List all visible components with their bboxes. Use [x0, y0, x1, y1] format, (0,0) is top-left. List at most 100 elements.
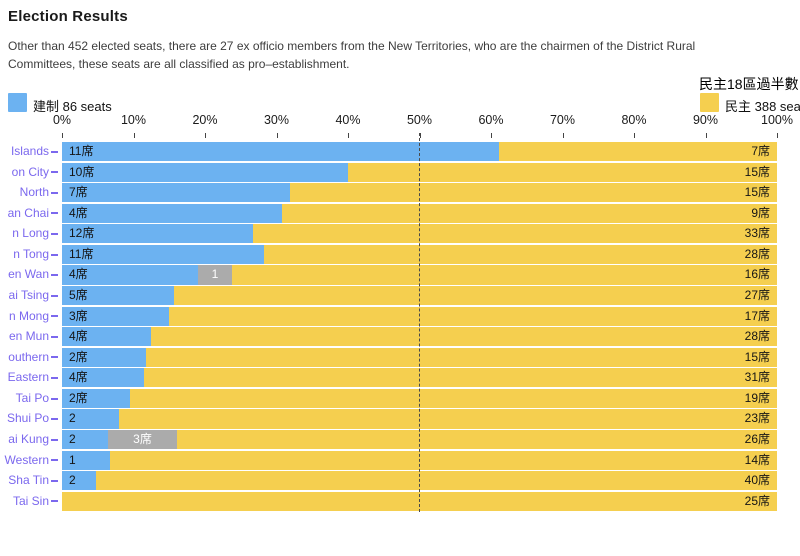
chart-subtitle: Other than 452 elected seats, there are …: [8, 37, 788, 73]
district-label: North: [19, 185, 49, 200]
pro-establishment-segment: 3席: [62, 306, 169, 326]
x-axis-tick-mark: [62, 133, 63, 138]
subtitle-line-2: Committees, these seats are all classifi…: [8, 57, 350, 71]
stacked-bar: 10席 15席: [62, 162, 777, 182]
district-row: outhern 2席 15席: [0, 347, 800, 367]
district-row: Islands 11席 7席: [0, 142, 800, 162]
pro-democracy-segment: 15席: [146, 347, 777, 367]
stacked-bar: 4席 1 16席: [62, 265, 777, 285]
x-axis-tick-label: 50%: [406, 113, 433, 127]
district-label: Western: [4, 452, 49, 467]
y-axis-tick: [51, 500, 58, 503]
y-axis-tick: [51, 459, 58, 462]
district-label: en Mun: [8, 329, 49, 344]
stacked-bar: 2席 15席: [62, 347, 777, 367]
district-label: n Mong: [8, 308, 49, 323]
district-row: North 7席 15席: [0, 183, 800, 203]
district-row: Western 1 14席: [0, 450, 800, 470]
pro-establishment-segment: 4席: [62, 265, 198, 285]
district-row: en Mun 4席 28席: [0, 327, 800, 347]
pro-democracy-seats-label: 40席: [744, 473, 770, 488]
pro-establishment-seats-label: 4席: [69, 205, 88, 220]
district-row: Eastern 4席 31席: [0, 368, 800, 388]
x-axis-tick-label: 10%: [120, 113, 147, 127]
x-axis-tick-mark: [133, 133, 135, 138]
pro-establishment-seats-label: 11席: [69, 246, 94, 261]
pro-establishment-seats-label: 12席: [69, 226, 95, 241]
pro-democracy-seats-label: 19席: [744, 390, 770, 405]
district-label: ai Tsing: [8, 287, 49, 302]
pro-establishment-seats-label: 5席: [69, 287, 88, 302]
pro-establishment-segment: 4席: [62, 327, 151, 347]
district-label: on City: [11, 164, 49, 179]
pro-establishment-seats-label: 2: [69, 473, 76, 488]
legend-pro-establishment-label: 建制 86 seats: [33, 99, 112, 114]
district-row: Tai Sin 25席: [0, 491, 800, 511]
district-row: n Tong 11席 28席: [0, 244, 800, 265]
stacked-bar: 7席 15席: [62, 183, 777, 203]
district-label: outhern: [8, 349, 49, 364]
district-label: Islands: [10, 144, 49, 158]
district-row: an Chai 4席 9席: [0, 203, 800, 223]
x-axis-tick-mark: [562, 133, 564, 138]
pro-democracy-seats-label: 15席: [744, 164, 770, 179]
pro-establishment-seats-label: 1: [69, 452, 76, 467]
y-axis-tick: [51, 150, 58, 153]
district-row: n Mong 3席 17席: [0, 306, 800, 326]
stacked-bar: 2 3席 26席: [62, 429, 777, 450]
pro-establishment-segment: 5席: [62, 285, 174, 306]
pro-democracy-seats-label: 17席: [744, 308, 770, 323]
x-axis-tick-label: 40%: [335, 113, 361, 127]
district-label: Eastern: [7, 370, 49, 385]
pro-democracy-segment: 28席: [264, 244, 777, 265]
y-axis-tick: [51, 232, 58, 235]
y-axis-tick: [51, 315, 58, 318]
x-axis-tick-mark: [777, 133, 778, 138]
y-axis-tick: [51, 356, 58, 359]
district-label: Tai Po: [15, 390, 49, 405]
x-axis-tick-label: 90%: [692, 113, 719, 127]
stacked-bar: 4席 9席: [62, 203, 777, 223]
other-seats-label: 1: [211, 267, 219, 282]
x-axis-tick-mark: [205, 133, 206, 138]
pro-democracy-segment: 27席: [174, 285, 777, 306]
pro-establishment-segment: 7席: [62, 183, 290, 203]
pro-democracy-segment: 16席: [232, 265, 777, 285]
pro-democracy-seats-label: 27席: [744, 287, 770, 302]
pro-democracy-segment: 15席: [290, 183, 777, 203]
pro-democracy-seats-label: 16席: [744, 267, 770, 282]
pro-establishment-seats-label: 4席: [69, 329, 88, 344]
pro-democracy-seats-label: 28席: [744, 329, 770, 344]
district-label: n Long: [12, 226, 49, 241]
x-axis-tick-label: 20%: [192, 113, 218, 127]
pro-establishment-seats-label: 4席: [69, 267, 88, 282]
pro-establishment-segment: 2席: [62, 388, 130, 409]
pro-establishment-seats-label: 2: [69, 431, 76, 446]
y-axis-tick: [51, 294, 58, 297]
pro-democracy-segment: 19席: [130, 388, 777, 409]
pro-establishment-seats-label: 11席: [69, 144, 94, 158]
district-row: n Long 12席 33席: [0, 224, 800, 244]
pro-democracy-segment: 14席: [110, 450, 777, 470]
other-segment: 3席: [108, 429, 177, 450]
pro-democracy-seats-label: 31席: [744, 370, 770, 385]
x-axis-tick-mark: [634, 133, 635, 138]
pro-establishment-swatch-icon: [8, 93, 27, 112]
district-label: Shui Po: [6, 411, 49, 426]
pro-establishment-segment: 2: [62, 409, 119, 429]
x-axis-tick-label: 100%: [761, 113, 793, 127]
pro-democracy-seats-label: 26席: [744, 431, 770, 446]
district-label: Tai Sin: [12, 493, 49, 508]
democracy-majority-note: 民主18區過半數: [699, 76, 799, 92]
pro-democracy-seats-label: 25席: [744, 493, 770, 508]
y-axis-tick: [51, 171, 58, 174]
pro-democracy-segment: 26席: [177, 429, 777, 450]
district-row: Sha Tin 2 40席: [0, 471, 800, 491]
pro-democracy-seats-label: 28席: [744, 246, 770, 261]
y-axis-tick: [51, 335, 58, 338]
pro-democracy-seats-label: 14席: [744, 452, 770, 467]
pro-establishment-segment: 11席: [62, 244, 264, 265]
pro-establishment-segment: 2席: [62, 347, 146, 367]
stacked-bar: 2 23席: [62, 409, 777, 429]
pro-establishment-seats-label: 7席: [69, 185, 88, 200]
